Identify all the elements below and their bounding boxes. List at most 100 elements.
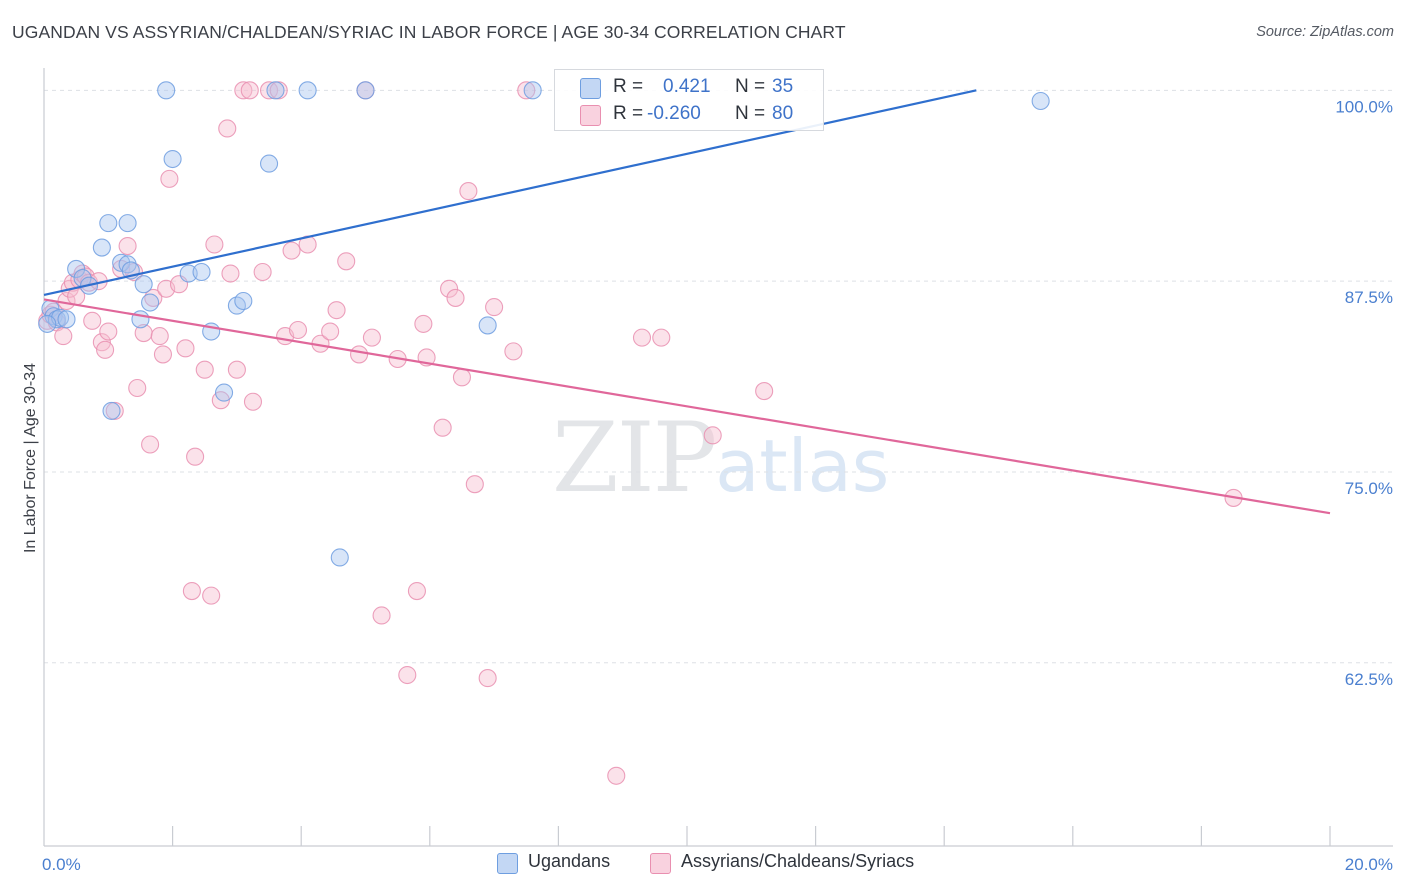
data-point <box>282 241 301 260</box>
chart-title: UGANDAN VS ASSYRIAN/CHALDEAN/SYRIAC IN L… <box>12 22 846 42</box>
legend-swatch-pink <box>580 105 601 126</box>
data-point <box>517 81 536 100</box>
data-point <box>218 119 237 138</box>
data-point <box>150 327 169 346</box>
data-point <box>102 401 121 420</box>
data-point <box>243 392 263 411</box>
data-point <box>240 81 259 100</box>
legend-r-label: R = <box>613 103 644 124</box>
pink-series-points <box>38 81 1243 785</box>
data-point <box>221 264 240 283</box>
data-point <box>131 310 150 329</box>
data-point <box>362 328 381 347</box>
data-point <box>157 81 176 100</box>
data-point <box>632 328 652 347</box>
data-point <box>446 288 465 307</box>
data-point <box>118 214 137 233</box>
data-point <box>504 342 523 361</box>
legend-n-label: N = <box>735 103 766 124</box>
data-point <box>755 382 774 401</box>
data-point <box>440 279 459 298</box>
data-point <box>485 298 504 317</box>
data-point <box>478 669 497 688</box>
data-point <box>153 345 173 364</box>
data-point <box>57 310 76 329</box>
data-point <box>372 606 391 625</box>
data-point <box>182 582 201 601</box>
data-point <box>398 665 417 685</box>
data-point <box>227 296 246 315</box>
data-point <box>321 322 340 341</box>
data-point <box>160 169 179 188</box>
data-point <box>118 236 137 256</box>
data-point <box>234 291 253 311</box>
series-legend-label: Assyrians/Chaldeans/Syriacs <box>681 851 915 871</box>
legend-r-value: -0.260 <box>647 103 701 124</box>
data-point <box>234 81 253 100</box>
data-point <box>259 81 279 100</box>
data-point <box>47 310 66 329</box>
data-point <box>452 368 472 387</box>
data-point <box>459 182 478 201</box>
data-point <box>465 475 484 494</box>
legend-row-ugandans: R = 0.421 N = 35 <box>555 74 823 100</box>
source-credit: Source: ZipAtlas.com <box>1256 24 1394 40</box>
data-point <box>337 252 356 271</box>
watermark-atlas: atlas <box>715 424 890 508</box>
data-point <box>96 340 115 359</box>
legend-row-assyrians: R = -0.260 N = 80 <box>555 101 823 127</box>
trend-line-assyrians <box>43 298 1331 515</box>
data-point <box>202 586 221 605</box>
y-tick-label: 87.5% <box>1345 288 1393 307</box>
label-layer: 100.0% 87.5% 75.0% 62.5% 0.0% 20.0% In Labor F… <box>22 97 1393 874</box>
y-tick-label: 100.0% <box>1335 97 1393 116</box>
legend-n-value: 35 <box>772 76 794 97</box>
data-point <box>433 418 452 437</box>
series-swatch-pink <box>650 853 671 874</box>
data-point <box>38 314 57 333</box>
series-legend-label: Ugandans <box>528 851 611 871</box>
watermark-zip: ZIP <box>552 402 717 514</box>
data-point <box>607 766 626 785</box>
axis-layer <box>43 68 1393 847</box>
data-point <box>54 327 73 346</box>
legend-r-label: R = <box>613 76 644 97</box>
data-point <box>703 426 722 445</box>
data-point <box>478 316 497 335</box>
x-tick-label: 0.0% <box>42 855 81 874</box>
data-point <box>330 548 349 567</box>
series-swatch-blue <box>497 853 518 874</box>
legend-swatch-blue <box>580 78 601 99</box>
data-point <box>99 322 118 341</box>
y-tick-label: 75.0% <box>1345 479 1393 498</box>
data-point <box>186 447 205 466</box>
data-point <box>192 262 211 282</box>
data-point <box>134 275 153 294</box>
data-point <box>298 81 317 100</box>
x-tick-label: 20.0% <box>1345 855 1393 874</box>
data-point <box>259 154 279 173</box>
data-point <box>266 81 285 100</box>
data-point <box>523 81 542 100</box>
data-point <box>205 235 224 254</box>
data-point <box>214 383 234 402</box>
watermark: ZIPatlas <box>552 402 889 514</box>
data-point <box>92 238 111 257</box>
data-point <box>163 149 182 169</box>
legend-n-value: 80 <box>772 103 794 124</box>
data-point <box>141 293 160 312</box>
data-point <box>414 314 433 333</box>
data-point <box>176 339 195 358</box>
data-point <box>407 582 426 601</box>
data-point <box>350 345 369 364</box>
data-point <box>128 378 147 398</box>
data-point <box>67 259 86 278</box>
data-point <box>99 214 118 233</box>
data-point <box>83 311 102 330</box>
correlation-legend: R = 0.421 N = 35 R = -0.260 N = 80 <box>554 69 824 131</box>
trend-line-ugandans <box>43 89 977 296</box>
legend-n-label: N = <box>735 76 766 97</box>
y-tick-label: 62.5% <box>1345 670 1393 689</box>
data-point <box>227 360 246 379</box>
